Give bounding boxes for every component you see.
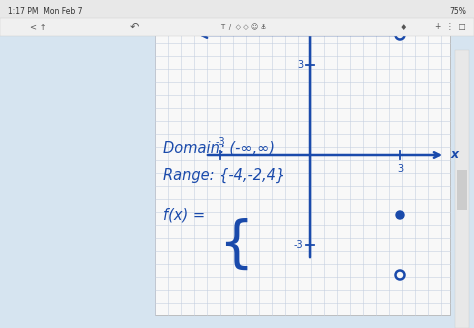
Bar [0,0,474,18]
Text: 75%: 75% [449,7,466,15]
Bar [155,30,450,315]
Bar [0,18,474,36]
Text: 3: 3 [397,164,403,174]
Text: +  ⋮  □: + ⋮ □ [435,23,466,31]
Circle shape [395,271,404,279]
Bar [457,170,467,210]
Bar [455,50,469,328]
Text: Range: {-4,-2,4}: Range: {-4,-2,4} [163,167,285,183]
Text: {: { [218,218,254,272]
Text: T  /  ◇ ◇ ☺ ⚓: T / ◇ ◇ ☺ ⚓ [220,24,266,31]
Circle shape [395,31,404,39]
Text: ♦: ♦ [400,23,408,31]
Text: 1:17 PM  Mon Feb 7: 1:17 PM Mon Feb 7 [8,7,82,15]
Text: -3: -3 [293,240,303,250]
Text: f(x) =: f(x) = [163,208,205,222]
Text: 3: 3 [297,60,303,70]
Text: < ↑: < ↑ [30,23,46,31]
Circle shape [396,211,404,219]
Text: x: x [451,149,459,161]
Text: y: y [314,8,322,20]
Text: ↶: ↶ [130,22,139,32]
Text: Domain: (-∞,∞): Domain: (-∞,∞) [163,140,275,155]
Text: -3: -3 [215,137,225,147]
